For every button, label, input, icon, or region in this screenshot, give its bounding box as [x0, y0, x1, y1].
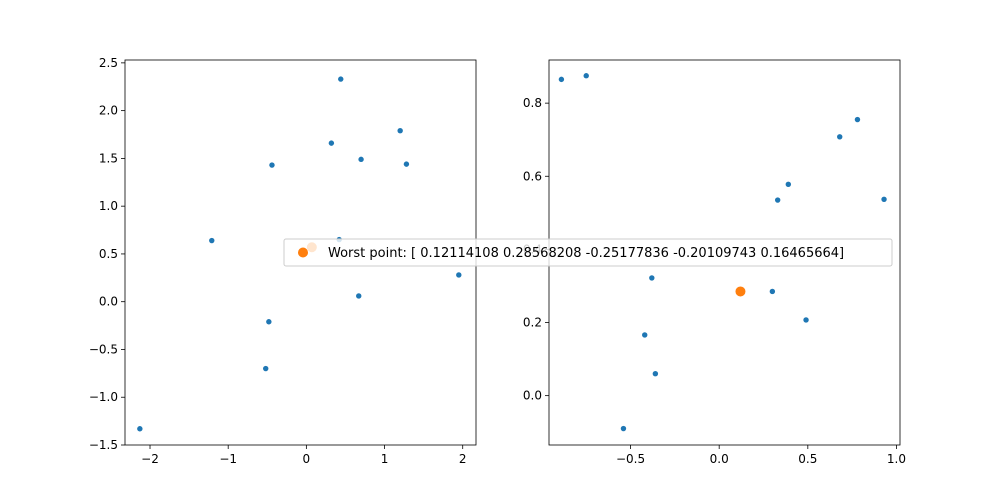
legend: Worst point: [ 0.12114108 0.28568208 -0.… — [283, 238, 893, 267]
data-point — [137, 426, 143, 432]
data-point — [338, 76, 344, 82]
worst-point-marker — [735, 286, 746, 297]
data-point — [652, 371, 659, 377]
x-tick-label: −2 — [141, 452, 159, 466]
data-point — [785, 181, 792, 188]
data-point — [583, 73, 589, 79]
data-point — [649, 275, 655, 281]
y-tick-label: −1.5 — [89, 438, 118, 452]
x-tick-label: 1.0 — [887, 452, 906, 466]
legend-label: Worst point: [ 0.12114108 0.28568208 -0.… — [328, 246, 844, 261]
data-point — [881, 196, 887, 203]
x-tick-label: 2 — [459, 452, 467, 466]
data-point — [769, 288, 776, 295]
data-point — [837, 134, 843, 140]
x-tick-label: −1 — [219, 452, 237, 466]
x-tick-label: 0.5 — [798, 452, 817, 466]
data-point — [620, 425, 627, 432]
x-tick-label: 1 — [381, 452, 389, 466]
y-tick-label: −1.0 — [89, 390, 118, 404]
data-point — [403, 161, 410, 167]
y-tick-label: 0.0 — [99, 295, 118, 309]
data-point — [397, 127, 403, 134]
data-point — [774, 197, 781, 203]
y-tick-label: 0.8 — [523, 96, 542, 110]
y-tick-label: 0.6 — [523, 169, 542, 183]
legend-box — [283, 238, 893, 267]
legend-marker — [298, 247, 308, 258]
y-tick-label: 0.0 — [523, 389, 542, 403]
data-point — [209, 237, 215, 244]
y-tick-label: 0.5 — [99, 247, 118, 261]
data-point — [356, 293, 362, 299]
y-tick-label: 0.2 — [523, 316, 542, 330]
data-point — [266, 319, 272, 325]
data-point — [642, 332, 648, 338]
y-tick-label: 2.0 — [99, 104, 118, 118]
data-point — [269, 162, 275, 168]
data-point — [328, 140, 335, 146]
y-tick-label: −0.5 — [89, 342, 118, 356]
data-point — [854, 116, 861, 123]
data-point — [456, 272, 462, 278]
x-tick-label: 0 — [303, 452, 311, 466]
y-tick-label: 2.5 — [99, 56, 118, 70]
y-tick-label: 1.5 — [99, 151, 118, 165]
data-point — [803, 317, 809, 323]
y-tick-label: 1.0 — [99, 199, 118, 213]
data-point — [358, 156, 364, 163]
x-tick-label: −0.5 — [616, 452, 645, 466]
x-tick-label: 0.0 — [710, 452, 729, 466]
data-point — [263, 365, 269, 372]
data-point — [558, 76, 565, 83]
